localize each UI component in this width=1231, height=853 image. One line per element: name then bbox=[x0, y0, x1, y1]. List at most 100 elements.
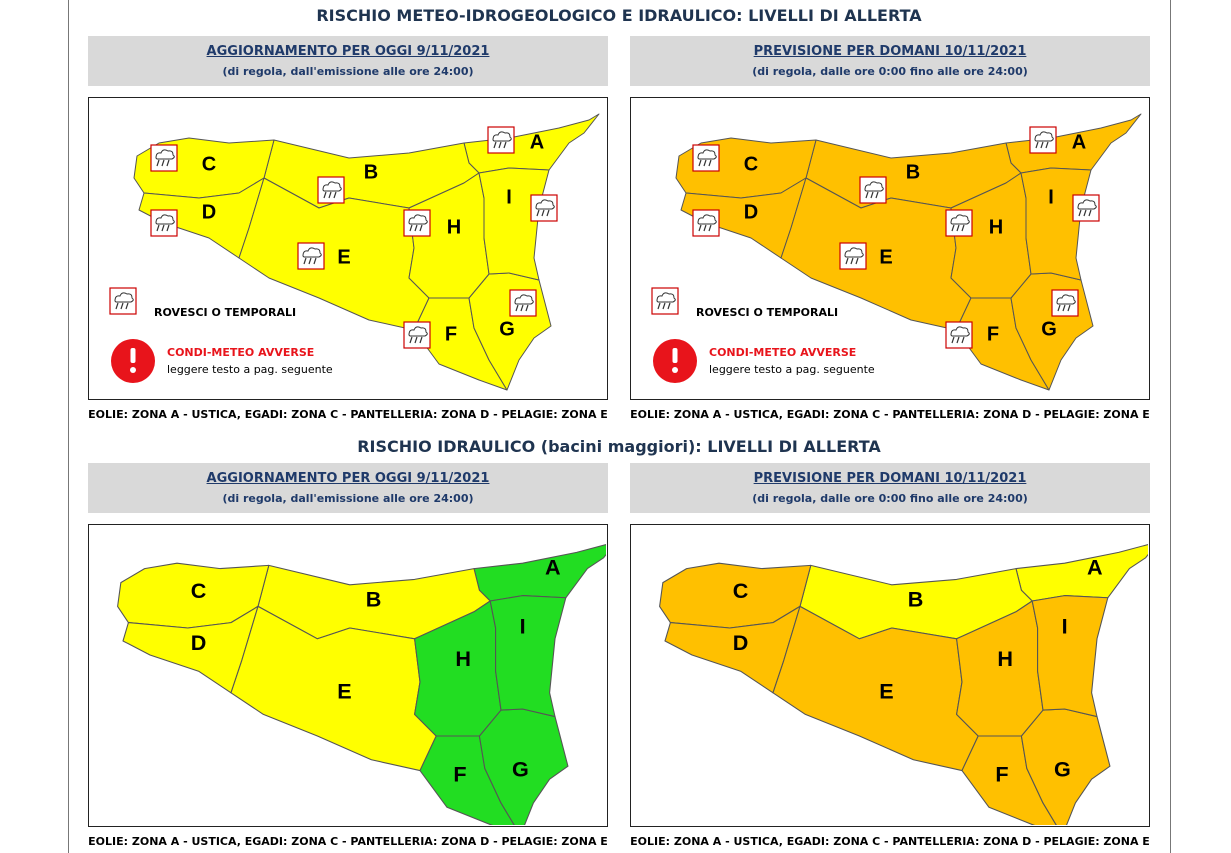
border bbox=[68, 0, 69, 853]
map-box: A B C D E F G H I bbox=[88, 524, 621, 836]
zone-label: E bbox=[879, 679, 893, 704]
storm-icon bbox=[950, 326, 970, 337]
storm-icon bbox=[114, 292, 134, 303]
border bbox=[1170, 0, 1171, 853]
storm-icon bbox=[1035, 141, 1049, 149]
storm-icon bbox=[1057, 304, 1071, 312]
header-subtitle: (di regola, dall'emissione alle ore 24:0… bbox=[222, 65, 474, 78]
storm-icon bbox=[303, 257, 317, 265]
zone-label: G bbox=[1041, 318, 1057, 340]
storm-icon bbox=[115, 302, 129, 310]
zone bbox=[1020, 167, 1092, 281]
panel-header: PREVISIONE PER DOMANI 10/11/2021 (di rego… bbox=[630, 36, 1150, 86]
header-title: PREVISIONE PER DOMANI 10/11/2021 bbox=[753, 44, 1027, 59]
storm-icon bbox=[409, 224, 423, 232]
sicily: A B C D E F G H I bbox=[117, 536, 621, 836]
map-box: A B C D E F G H I ROVESCI O TEMPORALI CONDI-METEO … bbox=[88, 97, 608, 400]
zone-label: H bbox=[989, 216, 1003, 238]
header-subtitle: (di regola, dall'emissione alle ore 24:0… bbox=[222, 492, 474, 505]
zone-label: C bbox=[744, 153, 758, 175]
storm-icon bbox=[1077, 199, 1097, 210]
map-footer: EOLIE: ZONA A - USTICA, EGADI: ZONA C - … bbox=[630, 835, 1150, 848]
zone-label: E bbox=[337, 679, 351, 704]
storm-icon bbox=[155, 214, 175, 225]
warning-icon bbox=[130, 348, 136, 363]
storm-icon bbox=[698, 159, 712, 167]
zone-label: H bbox=[447, 216, 461, 238]
storm-icon bbox=[535, 199, 555, 210]
zone-label: D bbox=[733, 630, 749, 655]
storm-icon bbox=[950, 214, 970, 225]
zone-label: A bbox=[530, 131, 544, 153]
zone-label: I bbox=[1048, 186, 1054, 208]
map: A B C D E F G H I ROVESCI O TEMPORALI CONDI-METEO … bbox=[109, 113, 600, 391]
storm-icon bbox=[1056, 294, 1076, 305]
storm-icon bbox=[845, 257, 859, 265]
storm-icon bbox=[864, 181, 884, 192]
section-title: RISCHIO IDRAULICO (bacini maggiori): LIV… bbox=[357, 437, 881, 456]
legend-text: ROVESCI O TEMPORALI bbox=[154, 306, 296, 319]
zone bbox=[473, 536, 621, 602]
zone bbox=[489, 595, 567, 718]
zone-label: D bbox=[744, 201, 758, 223]
storm-icon bbox=[515, 304, 529, 312]
panel-header: AGGIORNAMENTO PER OGGI 9/11/2021 (di rego… bbox=[88, 463, 608, 513]
storm-icon bbox=[322, 181, 342, 192]
zone-label: A bbox=[1087, 554, 1103, 579]
storm-icon bbox=[697, 214, 717, 225]
map: A B C D E F G H I ROVESCI O TEMPORALI CONDI-METEO … bbox=[651, 113, 1142, 391]
storm-icon bbox=[302, 247, 322, 258]
zone-label: I bbox=[520, 614, 526, 639]
zone-label: C bbox=[202, 153, 216, 175]
storm-icon bbox=[844, 247, 864, 258]
storm-icon bbox=[951, 224, 965, 232]
legend-text: ROVESCI O TEMPORALI bbox=[696, 306, 838, 319]
storm-icon bbox=[865, 191, 879, 199]
zone-label: B bbox=[906, 161, 920, 183]
storm-icon bbox=[1078, 209, 1092, 217]
zone bbox=[478, 167, 550, 281]
zone-label: E bbox=[337, 246, 350, 268]
zone-label: D bbox=[202, 201, 216, 223]
map-footer: EOLIE: ZONA A - USTICA, EGADI: ZONA C - … bbox=[88, 835, 608, 848]
zone-label: C bbox=[191, 578, 207, 603]
zone-label: H bbox=[455, 646, 471, 671]
zone-label: F bbox=[987, 323, 999, 345]
legend-text: CONDI-METEO AVVERSE bbox=[709, 346, 856, 359]
header-subtitle: (di regola, dalle ore 0:00 fino alle ore… bbox=[752, 65, 1028, 78]
zone-label: A bbox=[1072, 131, 1086, 153]
zone-label: A bbox=[545, 554, 561, 579]
zone-label: G bbox=[499, 318, 515, 340]
map-footer: EOLIE: ZONA A - USTICA, EGADI: ZONA C - … bbox=[88, 408, 608, 421]
storm-icon bbox=[156, 224, 170, 232]
storm-icon bbox=[951, 336, 965, 344]
header-title: PREVISIONE PER DOMANI 10/11/2021 bbox=[753, 471, 1027, 486]
zone-label: H bbox=[997, 646, 1013, 671]
storm-icon bbox=[536, 209, 550, 217]
zone-label: F bbox=[995, 762, 1008, 787]
storm-icon bbox=[514, 294, 534, 305]
zone-label: B bbox=[364, 161, 378, 183]
header-title: AGGIORNAMENTO PER OGGI 9/11/2021 bbox=[206, 44, 490, 59]
zone-label: E bbox=[879, 246, 892, 268]
legend-text: leggere testo a pag. seguente bbox=[167, 363, 333, 376]
legend-text: leggere testo a pag. seguente bbox=[709, 363, 875, 376]
sicily: A B C D E F G H I bbox=[659, 536, 1163, 836]
zone bbox=[1031, 595, 1109, 718]
storm-icon bbox=[409, 336, 423, 344]
zone-label: F bbox=[445, 323, 457, 345]
map-box: A B C D E F G H I bbox=[630, 524, 1163, 836]
zone-label: I bbox=[1062, 614, 1068, 639]
storm-icon bbox=[657, 302, 671, 310]
header-subtitle: (di regola, dalle ore 0:00 fino alle ore… bbox=[752, 492, 1028, 505]
storm-icon bbox=[156, 159, 170, 167]
storm-icon bbox=[408, 326, 428, 337]
section-title: RISCHIO METEO-IDROGEOLOGICO E IDRAULICO:… bbox=[316, 6, 922, 25]
warning-icon bbox=[130, 367, 136, 373]
map-footer: EOLIE: ZONA A - USTICA, EGADI: ZONA C - … bbox=[630, 408, 1150, 421]
warning-icon bbox=[672, 348, 678, 363]
storm-icon bbox=[1034, 131, 1054, 142]
zone-label: B bbox=[366, 587, 382, 612]
zone-label: G bbox=[512, 756, 529, 781]
